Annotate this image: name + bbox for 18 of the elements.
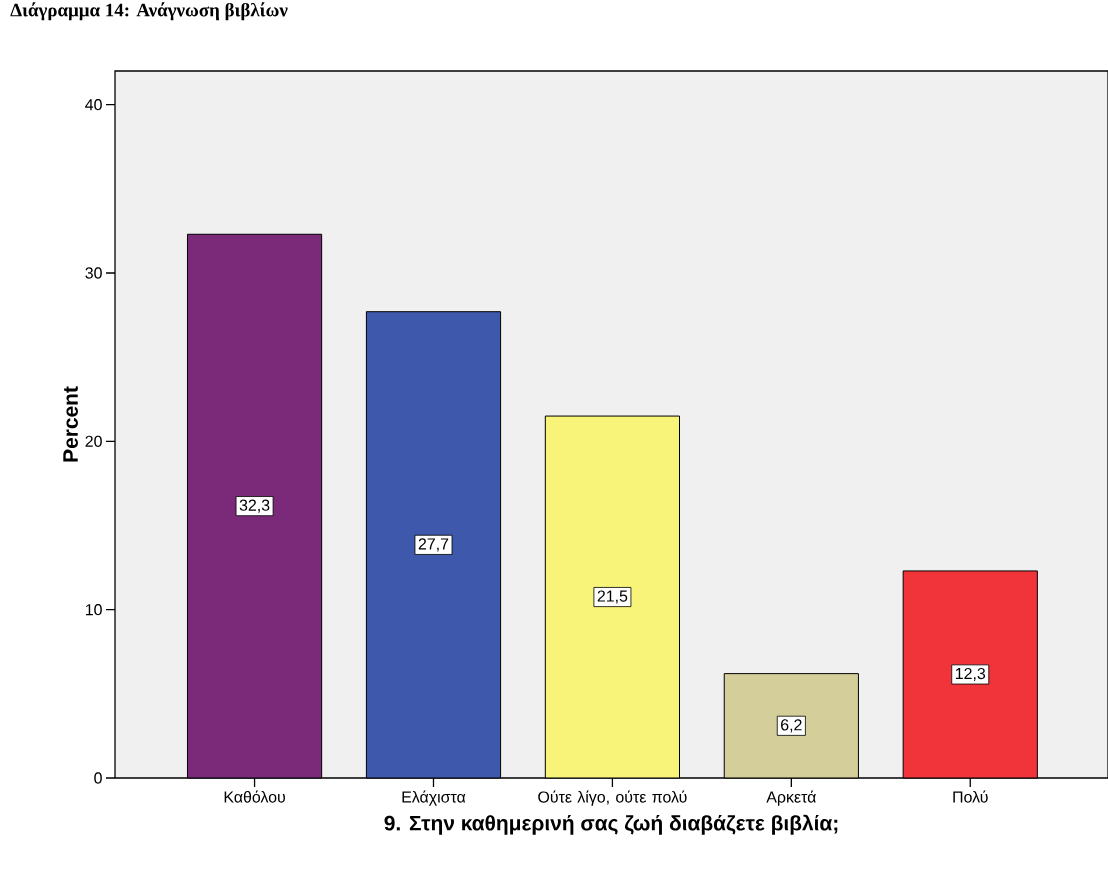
y-tick-label: 40	[85, 99, 102, 111]
data-label: 32,3	[239, 499, 270, 513]
data-label: 6,2	[781, 719, 802, 733]
chart-title: Διάγραμμα 14: Ανάγνωση βιβλίων	[10, 2, 288, 21]
x-axis-title: 9. Στην καθημερινή σας ζωή διαβάζετε βιβλία;	[384, 814, 838, 835]
y-tick-label: 10	[85, 604, 102, 616]
y-tick-label: 30	[85, 267, 102, 279]
y-tick-label: 20	[85, 435, 102, 447]
data-label: 27,7	[418, 538, 449, 552]
data-label: 21,5	[597, 590, 628, 604]
y-tick-label: 0	[94, 772, 102, 784]
x-tick-label: Αρκετά	[766, 790, 816, 806]
y-axis-title: Percent	[63, 386, 78, 462]
x-tick-label: Ούτε λίγο, ούτε πολύ	[538, 790, 687, 806]
x-tick-label: Ελάχιστα	[402, 790, 466, 806]
data-label: 12,3	[955, 667, 986, 682]
x-tick-label: Πολύ	[953, 790, 988, 803]
x-tick-label: Καθόλου	[224, 790, 285, 803]
